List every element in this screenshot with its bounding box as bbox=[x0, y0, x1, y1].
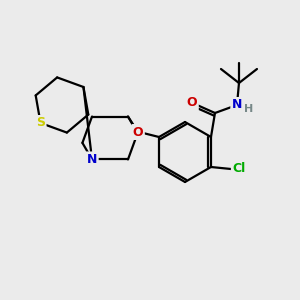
Text: O: O bbox=[133, 125, 143, 139]
Text: O: O bbox=[187, 97, 197, 110]
Text: N: N bbox=[87, 153, 97, 166]
Text: N: N bbox=[232, 98, 242, 112]
Text: Cl: Cl bbox=[232, 163, 246, 176]
Text: S: S bbox=[36, 116, 45, 130]
Text: H: H bbox=[244, 104, 253, 114]
